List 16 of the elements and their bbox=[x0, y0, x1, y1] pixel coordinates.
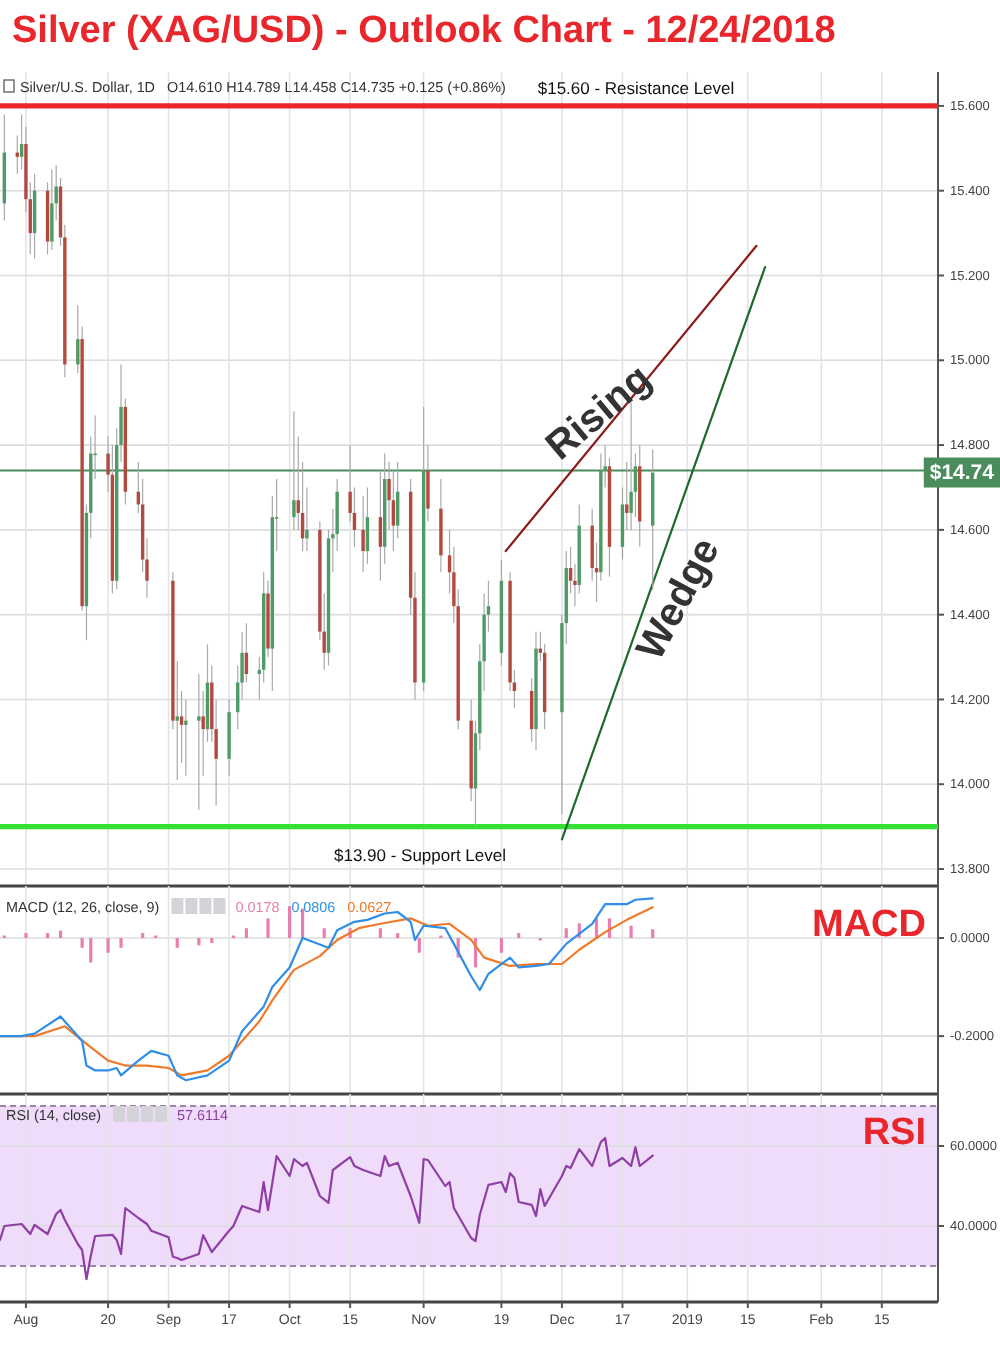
candlestick bbox=[292, 410, 296, 531]
candlestick bbox=[50, 168, 54, 251]
candlestick bbox=[361, 495, 365, 573]
ref-line-label: $13.90 - Support Level bbox=[333, 844, 507, 865]
candlestick bbox=[629, 402, 633, 531]
chart-title: Silver (XAG/USD) - Outlook Chart - 12/24/2018 bbox=[12, 10, 836, 52]
ref-line-label: $15.60 - Resistance Level bbox=[537, 77, 735, 98]
candlestick bbox=[439, 478, 443, 573]
text: MACD bbox=[812, 904, 926, 946]
ref-line-label: $14.74 bbox=[929, 460, 995, 485]
candlestick bbox=[197, 673, 201, 811]
candlestick bbox=[184, 698, 188, 777]
text: RSI bbox=[862, 1112, 926, 1154]
line-series bbox=[0, 1136, 654, 1281]
candlestick bbox=[391, 469, 396, 552]
candlestick bbox=[227, 698, 231, 777]
